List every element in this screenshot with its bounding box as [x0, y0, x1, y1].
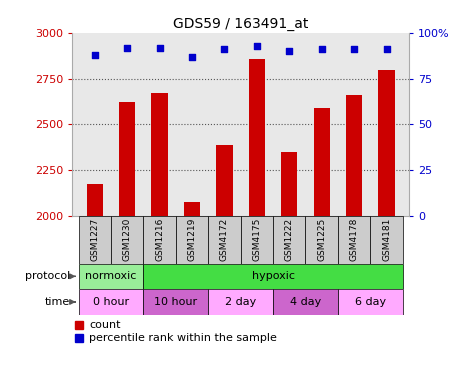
Point — [156, 45, 163, 51]
Bar — [143, 216, 176, 264]
Bar — [216, 145, 232, 216]
Bar — [338, 216, 370, 264]
Text: 2 day: 2 day — [225, 297, 256, 307]
Text: 4 day: 4 day — [290, 297, 321, 307]
Bar — [208, 216, 241, 264]
Bar — [249, 59, 265, 216]
Text: GSM4175: GSM4175 — [252, 218, 261, 261]
Bar — [79, 216, 111, 264]
Point — [124, 45, 131, 51]
Text: GSM1230: GSM1230 — [123, 218, 132, 261]
Text: hypoxic: hypoxic — [252, 271, 294, 281]
Text: GSM1225: GSM1225 — [317, 218, 326, 261]
Bar — [208, 289, 273, 315]
Text: normoxic: normoxic — [85, 271, 137, 281]
Bar — [143, 264, 403, 289]
Bar — [86, 184, 103, 216]
Text: 10 hour: 10 hour — [154, 297, 197, 307]
Text: 6 day: 6 day — [355, 297, 386, 307]
Bar — [176, 216, 208, 264]
Bar — [306, 216, 338, 264]
Bar — [379, 70, 395, 216]
Bar — [346, 95, 362, 216]
Bar — [184, 202, 200, 216]
Bar — [273, 216, 306, 264]
Bar — [143, 289, 208, 315]
Bar — [281, 152, 297, 216]
Text: GSM1219: GSM1219 — [187, 218, 197, 261]
Point — [221, 46, 228, 52]
Text: time: time — [45, 297, 70, 307]
Point — [350, 46, 358, 52]
Bar — [241, 216, 273, 264]
Text: GSM4178: GSM4178 — [350, 218, 359, 261]
Text: count: count — [89, 320, 120, 330]
Bar — [338, 289, 403, 315]
Point — [383, 46, 390, 52]
Bar — [111, 216, 143, 264]
Text: 0 hour: 0 hour — [93, 297, 129, 307]
Text: GSM4181: GSM4181 — [382, 218, 391, 261]
Bar — [79, 289, 143, 315]
Title: GDS59 / 163491_at: GDS59 / 163491_at — [173, 16, 308, 30]
Point — [286, 48, 293, 54]
Bar — [313, 108, 330, 216]
Text: GSM1216: GSM1216 — [155, 218, 164, 261]
Bar — [370, 216, 403, 264]
Point — [318, 46, 325, 52]
Bar — [79, 264, 143, 289]
Point — [91, 52, 99, 58]
Text: GSM1222: GSM1222 — [285, 218, 294, 261]
Bar — [273, 289, 338, 315]
Point — [188, 54, 196, 60]
Text: GSM1227: GSM1227 — [90, 218, 99, 261]
Text: percentile rank within the sample: percentile rank within the sample — [89, 333, 277, 343]
Point — [253, 43, 260, 49]
Bar — [119, 102, 135, 216]
Bar — [152, 93, 168, 216]
Text: GSM4172: GSM4172 — [220, 218, 229, 261]
Text: protocol: protocol — [25, 271, 70, 281]
